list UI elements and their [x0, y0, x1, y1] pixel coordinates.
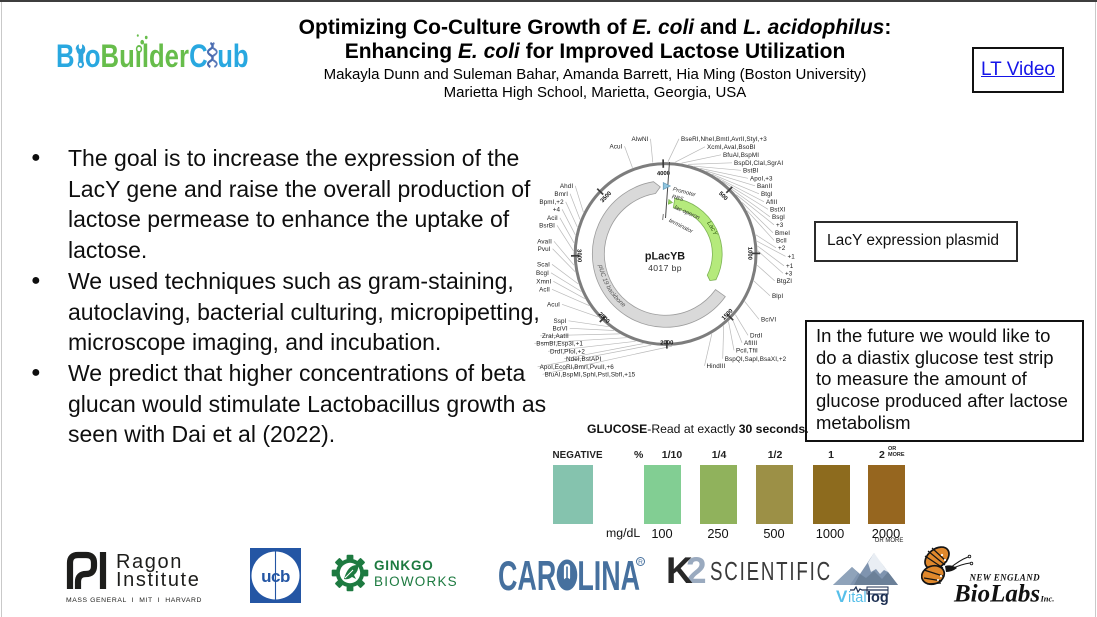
svg-text:BIOWORKS: BIOWORKS [374, 574, 458, 589]
svg-text:BfuAI,BspMI: BfuAI,BspMI [723, 152, 759, 159]
svg-text:2: 2 [686, 551, 707, 587]
svg-text:BioLabs: BioLabs [953, 580, 1040, 607]
svg-text:BfuAI,BspMI,SphI,PstI,SbfI,+15: BfuAI,BspMI,SphI,PstI,SbfI,+15 [545, 372, 636, 379]
svg-text:BspQI,SapI,BsaXI,+2: BspQI,SapI,BsaXI,+2 [725, 356, 787, 363]
svg-text:K: K [666, 551, 693, 587]
svg-text:AflIII: AflIII [744, 340, 757, 347]
svg-text:ub: ub [217, 39, 248, 74]
svg-text:PvuI: PvuI [538, 246, 551, 253]
svg-text:+3: +3 [785, 271, 793, 278]
svg-text:log: log [867, 590, 889, 606]
svg-text:BtgI: BtgI [761, 191, 773, 198]
svg-text:XcmI,AvaI,BsoBI: XcmI,AvaI,BsoBI [707, 144, 756, 151]
svg-text:BstXI: BstXI [770, 207, 786, 214]
svg-text:PciI,TfiI: PciI,TfiI [736, 348, 758, 355]
svg-text:+3: +3 [776, 222, 784, 229]
svg-text:ApoI,+3: ApoI,+3 [750, 176, 773, 183]
svg-text:AcuI: AcuI [547, 302, 560, 309]
svg-text:BstBI: BstBI [743, 168, 759, 175]
svg-text:CAR: CAR [498, 553, 556, 599]
svg-text:BtgZI: BtgZI [777, 278, 793, 285]
svg-text:3000: 3000 [575, 249, 581, 263]
svg-text:XmnI: XmnI [536, 279, 551, 286]
svg-text:BclI: BclI [776, 238, 787, 245]
svg-text:BcgI: BcgI [536, 270, 549, 277]
svg-text:DrdI,PfoI,+2: DrdI,PfoI,+2 [550, 349, 585, 356]
svg-text:AhdI: AhdI [560, 183, 574, 190]
svg-text:BanII: BanII [757, 183, 772, 190]
svg-text:V: V [836, 587, 848, 606]
svg-text:Ragon: Ragon [116, 551, 183, 573]
svg-text:BmrI: BmrI [554, 191, 568, 198]
svg-text:pLacYB: pLacYB [645, 251, 685, 263]
svg-text:ScaI: ScaI [537, 262, 550, 269]
svg-text:BlpI: BlpI [772, 293, 783, 300]
svg-text:RBS: RBS [671, 194, 684, 203]
svg-text:Inc.: Inc. [1040, 593, 1055, 603]
svg-text:BciVI: BciVI [761, 317, 776, 324]
svg-text:DrdI: DrdI [750, 333, 762, 340]
svg-text:LINA: LINA [577, 553, 640, 599]
svg-text:AvaII: AvaII [537, 239, 552, 246]
svg-text:BciVI: BciVI [552, 326, 567, 333]
svg-text:+4: +4 [553, 207, 561, 214]
svg-text:B: B [56, 39, 75, 74]
svg-text:BpmI,+2: BpmI,+2 [539, 199, 564, 206]
svg-text:NdeI,BstAPI: NdeI,BstAPI [566, 356, 602, 363]
svg-text:BspDI,ClaI,SgrAI: BspDI,ClaI,SgrAI [734, 160, 783, 167]
svg-text:BseRI,NheI,BmtI,AvrII,StyI,+3: BseRI,NheI,BmtI,AvrII,StyI,+3 [681, 136, 767, 143]
svg-text:+1: +1 [786, 263, 794, 270]
svg-text:ital: ital [848, 590, 867, 606]
svg-text:MASS GENERAL I MIT I HARVA: MASS GENERAL I MIT I HARVARD [66, 597, 202, 604]
svg-text:ucb: ucb [261, 567, 290, 586]
svg-text:terminator: terminator [668, 218, 695, 236]
svg-text:2000: 2000 [660, 340, 674, 346]
svg-text:BmeI: BmeI [775, 230, 790, 237]
svg-text:SCIENTIFIC: SCIENTIFIC [710, 556, 832, 586]
svg-text:AflII: AflII [766, 199, 777, 206]
svg-text:BsmBI,Esp3I,+1: BsmBI,Esp3I,+1 [536, 341, 583, 348]
svg-text:AciI: AciI [547, 215, 558, 222]
svg-text:SspI: SspI [554, 318, 567, 325]
svg-text:4000: 4000 [657, 171, 671, 177]
svg-text:NEW ENGLAND: NEW ENGLAND [969, 573, 1041, 583]
svg-text:ApoI,EcoRI,BmrI,PvuII,+6: ApoI,EcoRI,BmrI,PvuII,+6 [540, 364, 615, 371]
svg-text:GINKGO: GINKGO [374, 558, 434, 573]
svg-text:ZraI,AatII: ZraI,AatII [542, 333, 569, 340]
svg-text:BsgI: BsgI [772, 214, 785, 221]
svg-text:4017 bp: 4017 bp [648, 263, 682, 273]
svg-text:C: C [189, 39, 208, 74]
svg-text:R: R [638, 559, 643, 566]
svg-text:AcuI: AcuI [610, 144, 623, 151]
svg-text:+2: +2 [778, 245, 786, 252]
svg-text:500: 500 [717, 191, 729, 203]
svg-text:AclI: AclI [539, 287, 550, 294]
svg-text:HindIII: HindIII [707, 363, 726, 370]
svg-text:AlwNI: AlwNI [632, 136, 649, 143]
svg-text:Institute: Institute [116, 569, 200, 591]
svg-text:BsrBI: BsrBI [539, 223, 555, 230]
svg-text:+1: +1 [788, 254, 796, 261]
svg-text:1000: 1000 [746, 247, 752, 261]
